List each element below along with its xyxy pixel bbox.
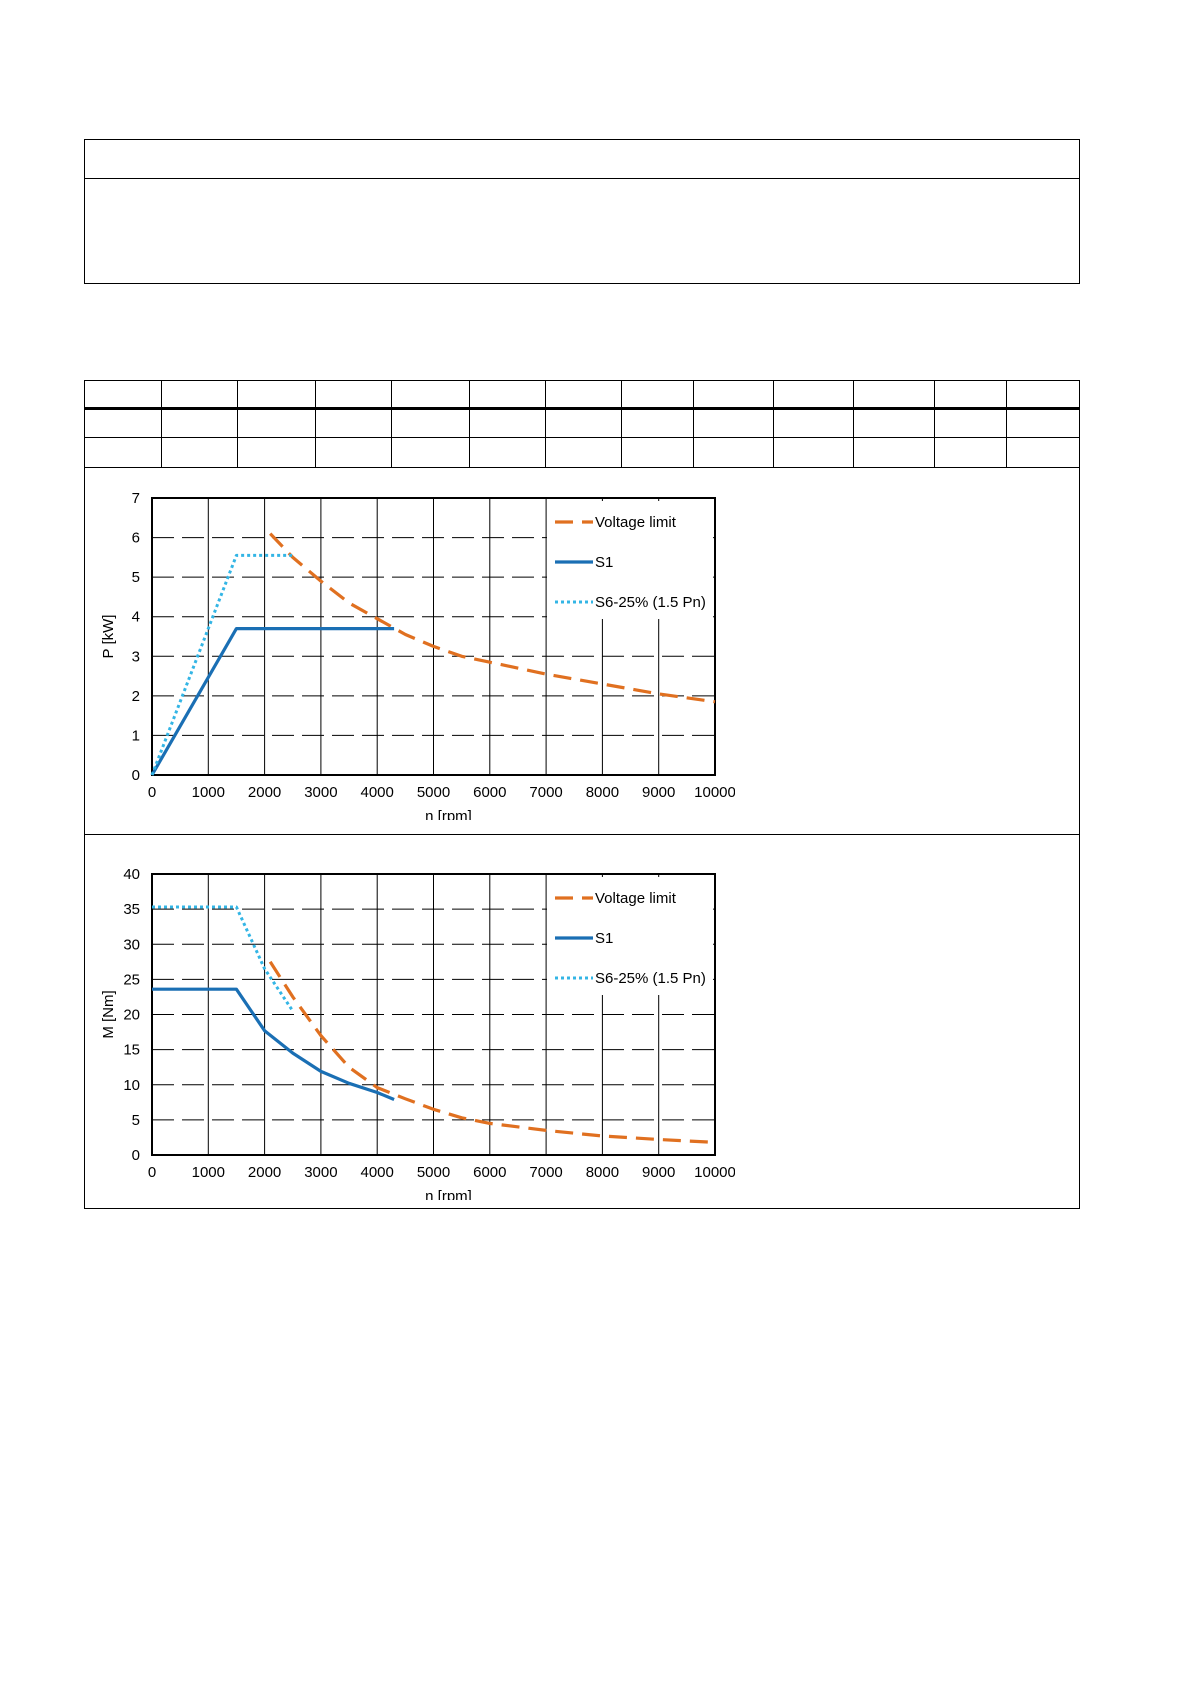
table-column-rule	[161, 380, 162, 467]
x-tick-label: 9000	[642, 1164, 675, 1181]
table-column-rule	[469, 380, 470, 467]
table-header-rule	[84, 407, 1080, 410]
x-tick-label: 2000	[248, 1164, 281, 1181]
legend-label: S1	[595, 554, 613, 571]
x-tick-label: 0	[148, 1164, 156, 1181]
x-tick-label: 6000	[473, 1164, 506, 1181]
y-tick-label: 5	[132, 569, 140, 586]
legend-label: Voltage limit	[595, 514, 677, 531]
table-column-rule	[934, 380, 935, 467]
table-row-rule	[84, 437, 1080, 438]
y-tick-label: 30	[123, 936, 140, 953]
y-tick-label: 25	[123, 971, 140, 988]
table-column-rule	[621, 380, 622, 467]
series-line	[152, 987, 395, 1101]
header-box-divider	[84, 178, 1080, 179]
y-tick-label: 3	[132, 648, 140, 665]
y-tick-label: 7	[132, 490, 140, 507]
x-tick-label: 8000	[586, 1164, 619, 1181]
power-chart: 0 1000 2000 3000 4000 5000 6000 7000 8000 9000 100…	[100, 490, 735, 820]
y-axis-label: P [kW]	[100, 615, 117, 659]
table-column-rule	[1006, 380, 1007, 467]
table-column-rule	[545, 380, 546, 467]
y-tick-label: 1	[132, 727, 140, 744]
x-tick-label: 0	[148, 784, 156, 801]
x-tick-label: 4000	[361, 784, 394, 801]
table-column-rule	[391, 380, 392, 467]
x-tick-label: 7000	[529, 1164, 562, 1181]
x-tick-label: 3000	[304, 1164, 337, 1181]
x-tick-label: 7000	[529, 784, 562, 801]
y-tick-label: 35	[123, 901, 140, 918]
table-row-rule	[84, 467, 1080, 468]
series-line	[152, 905, 295, 1012]
y-tick-label: 0	[132, 1147, 140, 1164]
y-tick-label: 2	[132, 688, 140, 705]
series-line	[268, 960, 716, 1144]
table-column-rule	[315, 380, 316, 467]
legend-label: Voltage limit	[595, 890, 677, 907]
y-tick-label: 10	[123, 1077, 140, 1094]
y-axis-label: M [Nm]	[100, 990, 117, 1038]
x-tick-label: 5000	[417, 1164, 450, 1181]
x-tick-label: 5000	[417, 784, 450, 801]
legend-background	[547, 877, 713, 995]
x-axis-label: n [rpm]	[425, 1188, 472, 1200]
x-tick-label: 1000	[192, 1164, 225, 1181]
y-tick-label: 40	[123, 866, 140, 883]
y-tick-label: 6	[132, 530, 140, 547]
x-axis-label: n [rpm]	[425, 808, 472, 820]
x-tick-label: 8000	[586, 784, 619, 801]
x-tick-label: 3000	[304, 784, 337, 801]
x-tick-label: 9000	[642, 784, 675, 801]
legend-label: S1	[595, 930, 613, 947]
series-line	[150, 553, 293, 776]
y-tick-label: 0	[132, 767, 140, 784]
legend-label: S6-25% (1.5 Pn)	[595, 594, 706, 611]
table-column-rule	[853, 380, 854, 467]
table-column-rule	[237, 380, 238, 467]
x-tick-label: 2000	[248, 784, 281, 801]
y-tick-label: 15	[123, 1042, 140, 1059]
legend-label: S6-25% (1.5 Pn)	[595, 970, 706, 987]
legend-background	[547, 501, 713, 619]
torque-chart: 0 1000 2000 3000 4000 5000 6000 7000 8000 9000 100…	[100, 866, 735, 1200]
table-column-rule	[693, 380, 694, 467]
chart-divider	[84, 834, 1080, 835]
series-line	[150, 627, 395, 776]
table-column-rule	[773, 380, 774, 467]
series-line	[269, 532, 716, 704]
x-tick-label: 1000	[192, 784, 225, 801]
data-table	[84, 380, 1080, 1209]
x-tick-label: 6000	[473, 784, 506, 801]
x-tick-label: 10000	[694, 784, 735, 801]
x-tick-label: 10000	[694, 1164, 735, 1181]
header-box	[84, 139, 1080, 284]
y-tick-label: 5	[132, 1112, 140, 1129]
y-tick-label: 20	[123, 1007, 140, 1024]
x-tick-label: 4000	[361, 1164, 394, 1181]
y-tick-label: 4	[132, 609, 140, 626]
